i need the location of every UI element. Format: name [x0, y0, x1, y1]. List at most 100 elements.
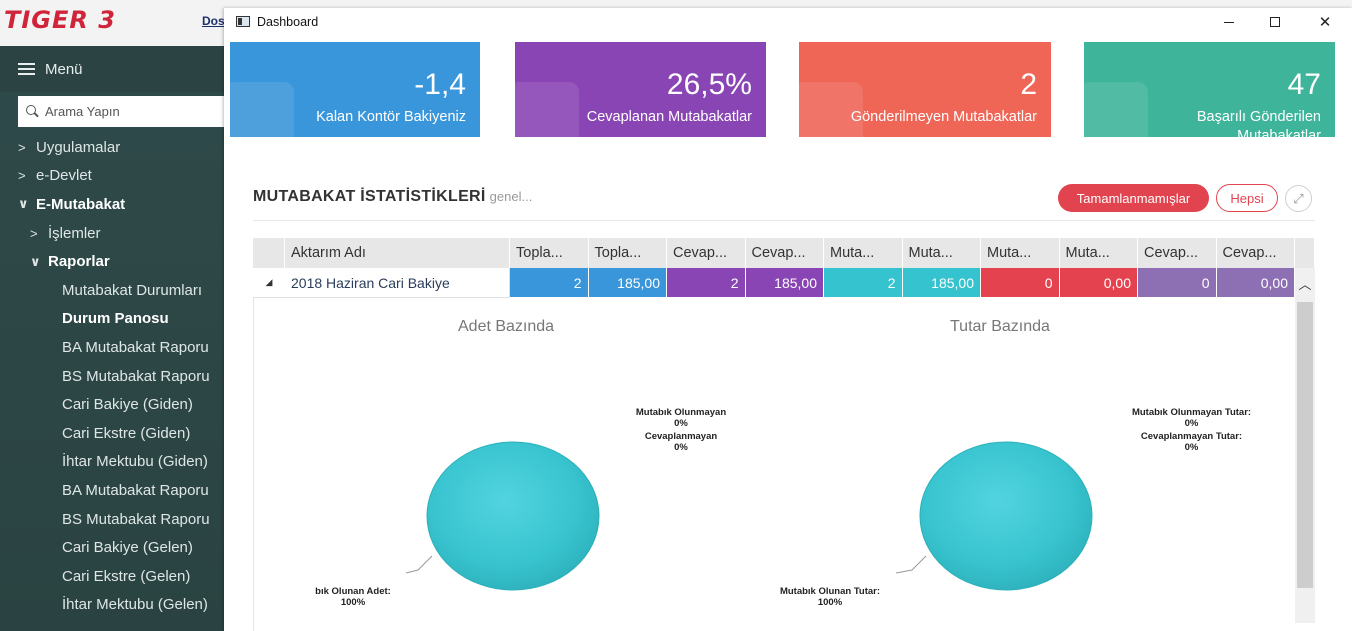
maximize-icon — [1270, 17, 1280, 27]
table-cell[interactable]: 0 — [1138, 268, 1217, 298]
maximize-button[interactable] — [1252, 8, 1298, 36]
chevron-right-icon: > — [18, 168, 26, 184]
pie-charts-svg — [405, 441, 1093, 591]
grid-header-expander — [253, 238, 285, 268]
pie-label-text: Cevaplanmayan Tutar: — [1140, 431, 1243, 442]
incomplete-filter-button[interactable]: Tamamlanmamışlar — [1058, 184, 1209, 212]
tile-basarili-gonderilen[interactable]: 47 Başarılı Gönderilen Mutabakatlar — [1084, 42, 1335, 137]
grid-column-header[interactable]: Muta... — [981, 238, 1060, 268]
table-row[interactable]: ◢ 2018 Haziran Cari Bakiye 2 185,00 2 18… — [253, 268, 1315, 298]
sidebar-item-ihtar-mektubu-giden[interactable]: İhtar Mektubu (Giden) — [62, 453, 208, 471]
table-cell[interactable]: 0,00 — [1059, 268, 1138, 298]
tile-watermark-icon — [1084, 82, 1148, 137]
pie-slice-mutabik-olunan-adet[interactable] — [426, 441, 600, 591]
sidebar-item-bs-mutabakat-raporu[interactable]: BS Mutabakat Raporu — [62, 367, 210, 385]
pie-slice-mutabik-olunan-tutar[interactable] — [919, 441, 1093, 591]
table-cell[interactable]: 185,00 — [588, 268, 667, 298]
sidebar-item-label: E-Mutabakat — [36, 195, 126, 213]
close-button[interactable]: ✕ — [1302, 8, 1348, 36]
sidebar-item-ba-mutabakat-raporu-gelen[interactable]: BA Mutabakat Raporu — [62, 481, 209, 499]
hamburger-icon[interactable] — [18, 63, 35, 75]
pie-label-pct: 0% — [1184, 442, 1199, 453]
sidebar-item-cari-ekstre-gelen[interactable]: Cari Ekstre (Gelen) — [62, 567, 191, 585]
grid-column-header[interactable]: Muta... — [903, 238, 981, 268]
sidebar-item-cari-ekstre-giden[interactable]: Cari Ekstre (Giden) — [62, 424, 191, 442]
sidebar-item-e-mutabakat[interactable]: ∨ E-Mutabakat — [0, 190, 224, 219]
sidebar-menu-title: Menü — [45, 60, 83, 78]
grid-column-header[interactable]: Aktarım Adı — [285, 238, 510, 268]
table-cell[interactable]: 0 — [981, 268, 1060, 298]
table-cell[interactable]: 185,00 — [902, 268, 981, 298]
table-cell[interactable]: 2 — [824, 268, 903, 298]
section-title: MUTABAKAT İSTATİSTİKLERİ genel... — [253, 188, 532, 206]
pie-label-mutabik-olunan-adet: bık Olunan Adet: 100% — [298, 586, 408, 608]
grid-column-header[interactable]: Topla... — [589, 238, 667, 268]
pie-label-cevaplanmayan-tutar: Cevaplanmayan Tutar: 0% — [1104, 431, 1279, 453]
tile-value: 2 — [1020, 68, 1037, 101]
sidebar-item-ihtar-mektubu-gelen[interactable]: İhtar Mektubu (Gelen) — [62, 596, 208, 614]
sidebar-item-durum-panosu[interactable]: Durum Panosu — [62, 310, 169, 328]
all-filter-button[interactable]: Hepsi — [1216, 184, 1278, 212]
pie-label-pct: 0% — [674, 418, 688, 429]
minimize-button[interactable] — [1206, 8, 1252, 36]
scrollbar-thumb[interactable] — [1297, 302, 1313, 588]
pie-label-pct: 0% — [674, 442, 688, 453]
menubar-item-dosya[interactable]: Dos — [202, 14, 225, 28]
sidebar-item-uygulamalar[interactable]: > Uygulamalar — [0, 133, 224, 162]
expand-icon[interactable]: ⤢ — [1285, 185, 1312, 212]
pie-leader-line — [405, 555, 433, 574]
close-icon: ✕ — [1318, 14, 1332, 31]
pie-label-mutabik-olunmayan-tutar: Mutabık Olunmayan Tutar: 0% — [1104, 407, 1279, 429]
app-logo: TIGER 3 — [4, 6, 116, 34]
table-cell[interactable]: 2 — [510, 268, 589, 298]
window-app-icon — [236, 16, 250, 27]
row-detail-panel: Adet Bazında Tutar Bazında — [253, 298, 1315, 631]
grid-column-header[interactable]: Muta... — [1060, 238, 1138, 268]
sidebar-item-label: e-Devlet — [36, 167, 92, 185]
sidebar-item-islemler[interactable]: > İşlemler — [0, 219, 224, 248]
pie-label-text: Cevaplanmayan — [644, 431, 718, 442]
table-cell[interactable]: 0,00 — [1216, 268, 1295, 298]
sidebar-item-cari-bakiye-giden[interactable]: Cari Bakiye (Giden) — [62, 396, 193, 414]
tile-label: Kalan Kontör Bakiyeniz — [316, 109, 466, 125]
tile-cevaplanan[interactable]: 26,5% Cevaplanan Mutabakatlar — [515, 42, 766, 137]
sidebar-item-ba-mutabakat-raporu[interactable]: BA Mutabakat Raporu — [62, 338, 209, 356]
sidebar-item-mutabakat-durumlari[interactable]: Mutabakat Durumları — [62, 281, 203, 299]
table-cell-name[interactable]: 2018 Haziran Cari Bakiye — [285, 268, 510, 298]
sidebar-menu-header[interactable]: Menü — [0, 46, 224, 92]
chart-title-adet: Adet Bazında — [458, 318, 555, 335]
grid-column-header[interactable]: Topla... — [510, 238, 589, 268]
grid-scrollbar[interactable]: ︿ — [1295, 268, 1315, 623]
grid-column-header[interactable]: Cevap... — [746, 238, 824, 268]
sidebar: Menü > Uygulamalar > e-Devlet ∨ E-Mutabakat… — [0, 46, 224, 631]
row-expand-icon[interactable]: ◢ — [253, 268, 285, 298]
pie-label-mutabik-olunan-tutar: Mutabık Olunan Tutar: 100% — [760, 586, 900, 608]
grid-column-header[interactable]: Cevap... — [1138, 238, 1217, 268]
grid-column-header[interactable]: Muta... — [824, 238, 903, 268]
scroll-up-icon[interactable]: ︿ — [1298, 276, 1312, 292]
dashboard-content: -1,4 Kalan Kontör Bakiyeniz 26,5% Cevapl… — [224, 36, 1352, 631]
pie-label-cevaplanmayan: Cevaplanmayan 0% — [606, 431, 756, 453]
search-icon — [26, 105, 39, 118]
tile-label: Cevaplanan Mutabakatlar — [586, 109, 752, 125]
table-cell[interactable]: 2 — [667, 268, 746, 298]
tile-kontor-bakiye[interactable]: -1,4 Kalan Kontör Bakiyeniz — [230, 42, 480, 137]
pie-chart-tutar — [895, 441, 1093, 591]
sidebar-item-e-devlet[interactable]: > e-Devlet — [0, 162, 224, 191]
sidebar-search-box[interactable] — [18, 96, 224, 127]
sidebar-item-raporlar[interactable]: ∨ Raporlar — [0, 247, 224, 276]
tile-gonderilmeyen[interactable]: 2 Gönderilmeyen Mutabakatlar — [799, 42, 1051, 137]
sidebar-item-cari-bakiye-gelen[interactable]: Cari Bakiye (Gelen) — [62, 539, 193, 557]
sidebar-item-bs-mutabakat-raporu-gelen[interactable]: BS Mutabakat Raporu — [62, 510, 210, 528]
table-cell[interactable]: 185,00 — [745, 268, 824, 298]
chevron-right-icon: > — [30, 225, 38, 241]
minimize-icon — [1224, 21, 1234, 23]
grid-column-header[interactable]: Cevap... — [667, 238, 746, 268]
sidebar-search-input[interactable] — [45, 104, 215, 119]
pie-label-pct: 100% — [817, 597, 843, 608]
tile-label: Başarılı Gönderilen Mutabakatlar — [1196, 109, 1321, 137]
pie-label-pct: 0% — [1184, 418, 1199, 429]
tile-watermark-icon — [515, 82, 579, 137]
window-titlebar[interactable]: Dashboard ✕ — [224, 8, 1352, 36]
grid-column-header[interactable]: Cevap... — [1217, 238, 1295, 268]
